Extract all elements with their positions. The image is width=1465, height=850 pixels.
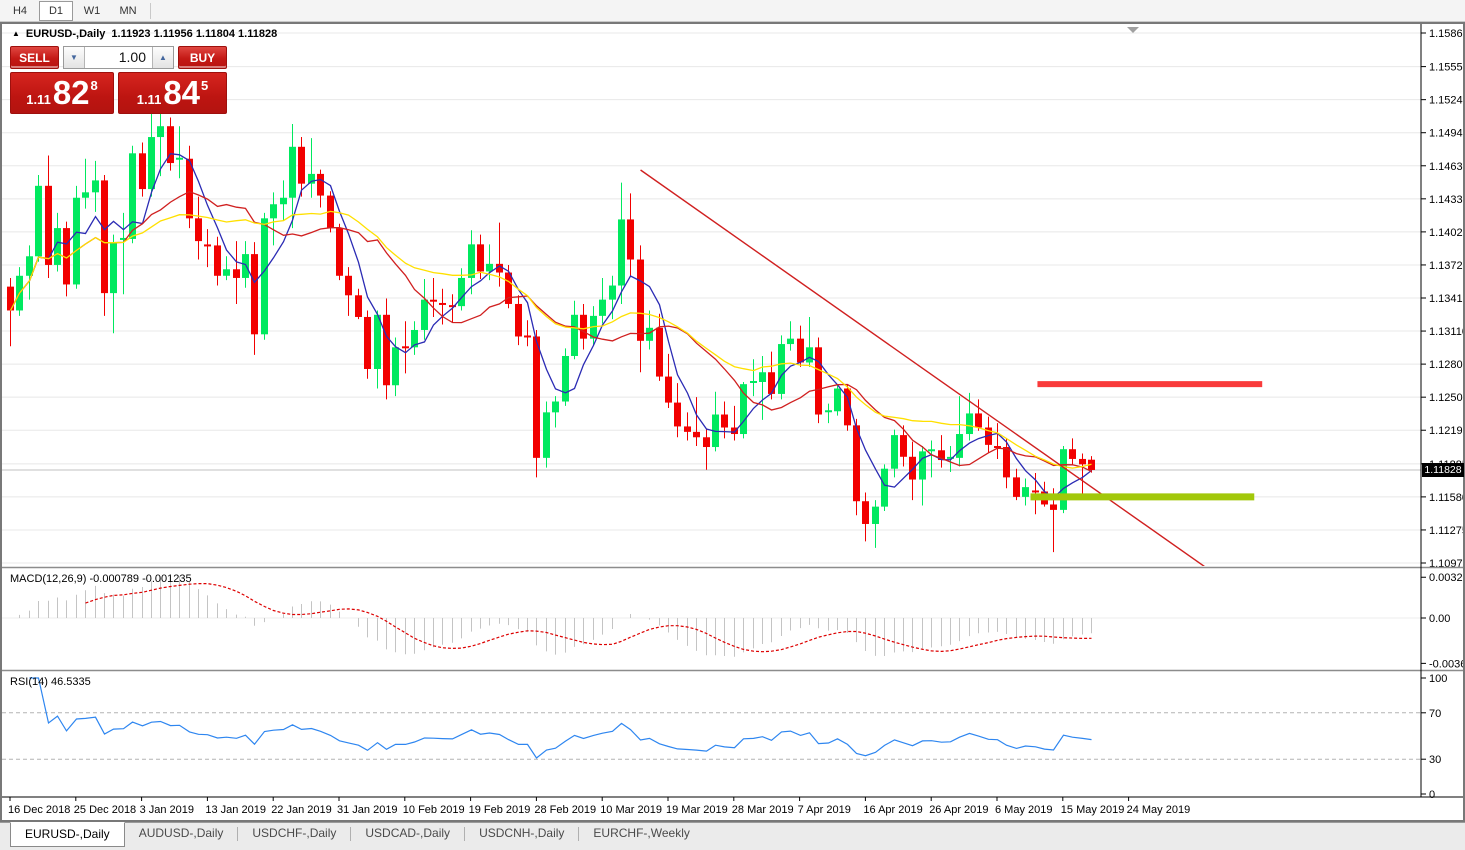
svg-text:13 Jan 2019: 13 Jan 2019 bbox=[205, 804, 266, 816]
svg-text:1.14025: 1.14025 bbox=[1429, 227, 1465, 239]
chart-tab-bar: EURUSD-,Daily AUDUSD-,Daily USDCHF-,Daily U… bbox=[0, 822, 1465, 850]
svg-text:10 Mar 2019: 10 Mar 2019 bbox=[600, 804, 662, 816]
svg-text:16 Dec 2018: 16 Dec 2018 bbox=[8, 804, 70, 816]
one-click-trade-panel: SELL ▼ 1.00 ▲ BUY 1.11 82 8 1.11 84 5 bbox=[10, 46, 227, 114]
svg-text:25 Dec 2018: 25 Dec 2018 bbox=[74, 804, 136, 816]
volume-stepper: ▼ 1.00 ▲ bbox=[63, 46, 174, 69]
price-chart-canvas[interactable]: 1.15860 1.15550 1.15245 1.14940 1.14635 1.143… bbox=[0, 22, 1465, 822]
buy-price-prefix: 1.11 bbox=[136, 92, 162, 107]
buy-price-pip: 5 bbox=[201, 78, 209, 93]
chart-tab-audusd-daily[interactable]: AUDUSD-,Daily bbox=[138, 826, 224, 840]
svg-text:0.003287: 0.003287 bbox=[1429, 572, 1465, 584]
chart-tab-usdcad-daily[interactable]: USDCAD-,Daily bbox=[365, 826, 451, 840]
collapse-panel-icon[interactable]: ▲ bbox=[12, 29, 20, 38]
tab-divider bbox=[237, 827, 239, 841]
svg-text:1.14635: 1.14635 bbox=[1429, 161, 1465, 173]
volume-input[interactable]: 1.00 bbox=[118, 49, 146, 65]
svg-text:22 Jan 2019: 22 Jan 2019 bbox=[271, 804, 332, 816]
toolbar-separator bbox=[150, 2, 151, 19]
svg-text:16 Apr 2019: 16 Apr 2019 bbox=[863, 804, 922, 816]
svg-text:10 Feb 2019: 10 Feb 2019 bbox=[403, 804, 465, 816]
svg-text:1.13415: 1.13415 bbox=[1429, 293, 1465, 305]
svg-text:19 Feb 2019: 19 Feb 2019 bbox=[469, 804, 531, 816]
svg-text:1.15550: 1.15550 bbox=[1429, 62, 1465, 74]
svg-text:1.12805: 1.12805 bbox=[1429, 359, 1465, 371]
svg-text:1.14330: 1.14330 bbox=[1429, 194, 1465, 206]
rsi-indicator-label: RSI(14) 46.5335 bbox=[10, 676, 91, 688]
timeframe-button-w1[interactable]: W1 bbox=[83, 4, 101, 17]
timeframe-button-h4[interactable]: H4 bbox=[12, 4, 28, 17]
svg-text:31 Jan 2019: 31 Jan 2019 bbox=[337, 804, 398, 816]
buy-price-big: 84 bbox=[163, 74, 201, 111]
tab-divider bbox=[464, 827, 466, 841]
current-price-tag: 1.11828 bbox=[1422, 463, 1464, 477]
svg-text:1.11275: 1.11275 bbox=[1429, 525, 1465, 537]
svg-text:1.15245: 1.15245 bbox=[1429, 95, 1465, 107]
chart-tab-eurchf-weekly[interactable]: EURCHF-,Weekly bbox=[593, 826, 690, 840]
svg-text:0: 0 bbox=[1429, 789, 1435, 801]
svg-text:1.13720: 1.13720 bbox=[1429, 260, 1465, 272]
chart-tab-eurusd-daily[interactable]: EURUSD-,Daily bbox=[10, 822, 125, 847]
svg-text:26 Apr 2019: 26 Apr 2019 bbox=[929, 804, 988, 816]
sell-price-prefix: 1.11 bbox=[26, 92, 51, 107]
buy-button[interactable]: BUY bbox=[178, 46, 227, 69]
svg-text:-0.003659: -0.003659 bbox=[1429, 658, 1465, 670]
macd-name: MACD(12,26,9) bbox=[10, 573, 87, 585]
svg-text:0.00: 0.00 bbox=[1429, 613, 1450, 625]
chart-tab-usdchf-daily[interactable]: USDCHF-,Daily bbox=[252, 826, 337, 840]
svg-text:1.12195: 1.12195 bbox=[1429, 425, 1465, 437]
sell-button[interactable]: SELL bbox=[10, 46, 59, 69]
volume-increase-icon[interactable]: ▲ bbox=[152, 47, 173, 68]
svg-text:70: 70 bbox=[1429, 708, 1441, 720]
svg-text:30: 30 bbox=[1429, 754, 1441, 766]
svg-text:3 Jan 2019: 3 Jan 2019 bbox=[140, 804, 194, 816]
svg-text:15 May 2019: 15 May 2019 bbox=[1061, 804, 1125, 816]
rsi-value: 46.5335 bbox=[50, 676, 91, 688]
svg-text:6 May 2019: 6 May 2019 bbox=[995, 804, 1052, 816]
chart-ohlc-values: 1.11923 1.11956 1.11804 1.11828 bbox=[111, 28, 278, 40]
svg-text:28 Feb 2019: 28 Feb 2019 bbox=[534, 804, 596, 816]
sell-price-box[interactable]: 1.11 82 8 bbox=[10, 72, 114, 114]
svg-text:1.14940: 1.14940 bbox=[1429, 128, 1465, 140]
svg-text:28 Mar 2019: 28 Mar 2019 bbox=[732, 804, 794, 816]
svg-text:100: 100 bbox=[1429, 673, 1447, 685]
macd-values: -0.000789 -0.001235 bbox=[89, 573, 192, 585]
rsi-name: RSI(14) bbox=[10, 676, 48, 688]
timeframe-button-d1[interactable]: D1 bbox=[39, 0, 73, 21]
macd-indicator-label: MACD(12,26,9) -0.000789 -0.001235 bbox=[10, 573, 192, 585]
chart-tab-usdcnh-daily[interactable]: USDCNH-,Daily bbox=[479, 826, 565, 840]
timeframe-toolbar: H4 D1 W1 MN bbox=[0, 0, 1465, 22]
svg-text:1.12500: 1.12500 bbox=[1429, 392, 1465, 404]
buy-price-box[interactable]: 1.11 84 5 bbox=[118, 72, 227, 114]
volume-decrease-icon[interactable]: ▼ bbox=[64, 47, 85, 68]
chart-title: ▲ EURUSD-,Daily 1.11923 1.11956 1.11804 … bbox=[12, 28, 277, 40]
sell-price-big: 82 bbox=[52, 74, 90, 111]
tab-divider bbox=[350, 827, 352, 841]
svg-text:19 Mar 2019: 19 Mar 2019 bbox=[666, 804, 728, 816]
svg-text:1.13110: 1.13110 bbox=[1429, 326, 1465, 338]
svg-text:1.11580: 1.11580 bbox=[1429, 492, 1465, 504]
svg-text:7 Apr 2019: 7 Apr 2019 bbox=[798, 804, 851, 816]
chart-symbol-period: EURUSD-,Daily bbox=[25, 28, 106, 40]
tab-divider bbox=[578, 827, 580, 841]
svg-text:1.15860: 1.15860 bbox=[1429, 28, 1465, 40]
svg-text:24 May 2019: 24 May 2019 bbox=[1127, 804, 1191, 816]
timeframe-button-mn[interactable]: MN bbox=[119, 4, 137, 17]
sell-price-pip: 8 bbox=[90, 78, 98, 93]
